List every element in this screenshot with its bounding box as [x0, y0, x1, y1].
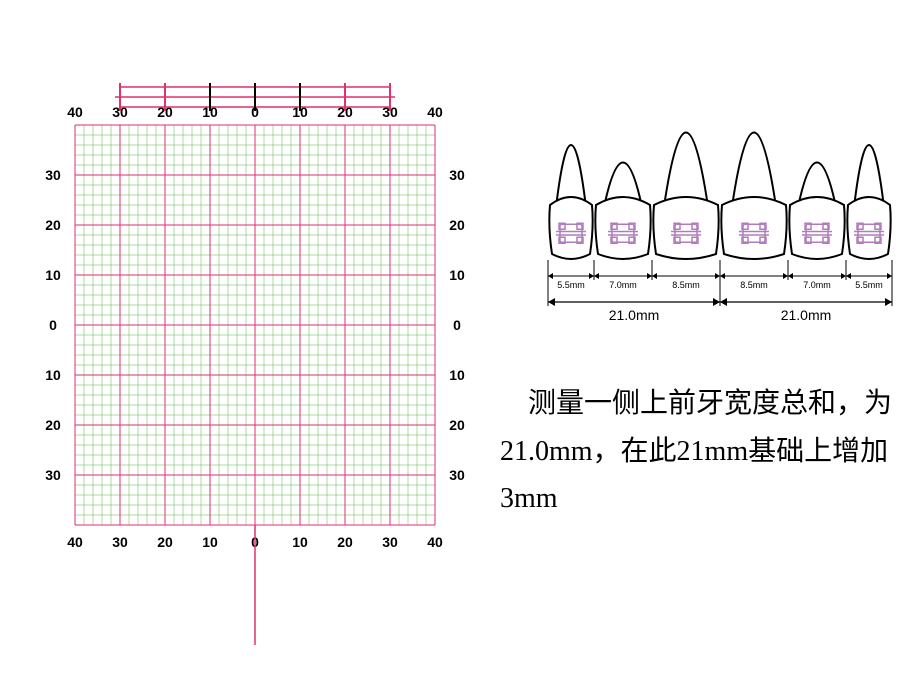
- svg-text:40: 40: [67, 534, 83, 550]
- grid-svg: 40 30 20 10 0 10 20 30 40 40 30 20 10 0 10 20 30 40 30 30 20…: [20, 55, 490, 675]
- svg-text:30: 30: [112, 534, 128, 550]
- svg-text:10: 10: [292, 534, 308, 550]
- svg-text:30: 30: [449, 467, 465, 483]
- page: 40 30 20 10 0 10 20 30 40 40 30 20 10 0 10 20 30 40 30 30 20…: [0, 0, 920, 690]
- teeth-svg: 5.5mm 7.0mm 8.5mm 8.5mm 7.0mm 5.5mm 21.0mm 21.0…: [530, 40, 910, 350]
- body-text: 测量一侧上前牙宽度总和，为21.0mm，在此21mm基础上增加3mm: [500, 380, 900, 523]
- teeth-diagram: 5.5mm 7.0mm 8.5mm 8.5mm 7.0mm 5.5mm 21.0mm 21.0…: [530, 40, 910, 355]
- svg-text:30: 30: [382, 534, 398, 550]
- svg-text:8.5mm: 8.5mm: [672, 280, 700, 290]
- svg-text:10: 10: [202, 534, 218, 550]
- svg-text:10: 10: [449, 267, 465, 283]
- svg-text:20: 20: [45, 217, 61, 233]
- svg-text:0: 0: [49, 317, 57, 333]
- svg-text:20: 20: [157, 534, 173, 550]
- svg-text:20: 20: [337, 534, 353, 550]
- svg-text:30: 30: [45, 167, 61, 183]
- svg-text:40: 40: [67, 104, 83, 120]
- svg-text:20: 20: [449, 217, 465, 233]
- svg-text:30: 30: [449, 167, 465, 183]
- svg-text:7.0mm: 7.0mm: [803, 280, 831, 290]
- svg-text:10: 10: [45, 367, 61, 383]
- svg-text:20: 20: [449, 417, 465, 433]
- svg-text:10: 10: [449, 367, 465, 383]
- svg-text:0: 0: [453, 317, 461, 333]
- svg-text:40: 40: [427, 104, 443, 120]
- grid-chart: 40 30 20 10 0 10 20 30 40 40 30 20 10 0 10 20 30 40 30 30 20…: [20, 55, 490, 680]
- svg-text:5.5mm: 5.5mm: [855, 280, 883, 290]
- svg-text:21.0mm: 21.0mm: [609, 307, 660, 323]
- svg-text:8.5mm: 8.5mm: [740, 280, 768, 290]
- svg-text:7.0mm: 7.0mm: [609, 280, 637, 290]
- svg-text:30: 30: [45, 467, 61, 483]
- svg-text:5.5mm: 5.5mm: [557, 280, 585, 290]
- svg-text:10: 10: [45, 267, 61, 283]
- svg-text:20: 20: [45, 417, 61, 433]
- svg-text:21.0mm: 21.0mm: [781, 307, 832, 323]
- svg-text:40: 40: [427, 534, 443, 550]
